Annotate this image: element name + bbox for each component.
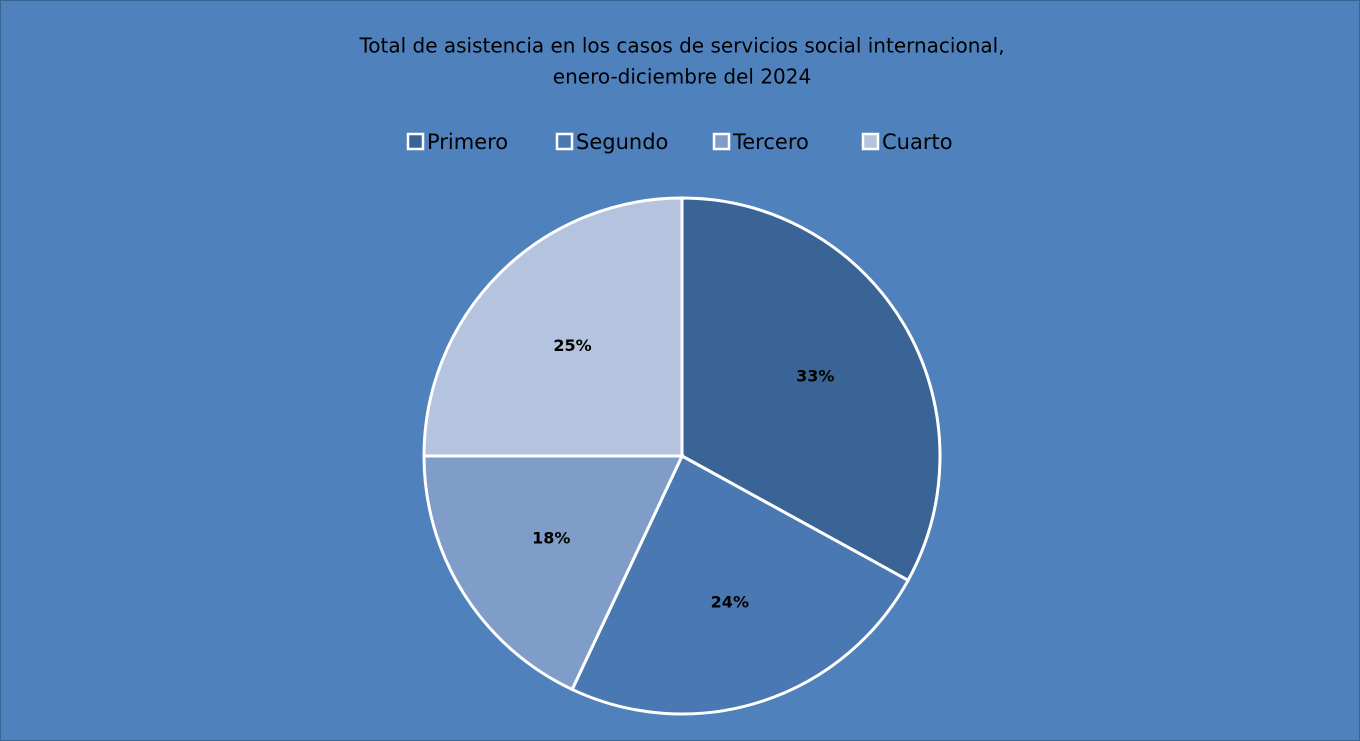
data-label: 33% bbox=[796, 367, 834, 386]
pie-slice bbox=[422, 196, 684, 458]
legend-label: Primero bbox=[427, 130, 508, 154]
legend-swatch bbox=[861, 132, 880, 151]
legend-swatch bbox=[712, 132, 731, 151]
data-label: 18% bbox=[532, 528, 570, 547]
legend-label: Tercero bbox=[732, 130, 809, 154]
chart-title: enero-diciembre del 2024 bbox=[553, 65, 811, 89]
legend-label: Segundo bbox=[576, 130, 668, 154]
pie-slice bbox=[422, 454, 685, 692]
pie-slice bbox=[570, 453, 911, 716]
data-label: 24% bbox=[711, 593, 749, 612]
data-label: 25% bbox=[553, 336, 591, 355]
pie-slice bbox=[680, 196, 942, 583]
legend-label: Cuarto bbox=[882, 130, 953, 154]
legend-swatch bbox=[555, 132, 574, 151]
legend-swatch bbox=[406, 132, 425, 151]
chart-title: Total de asistencia en los casos de serv… bbox=[358, 34, 1004, 58]
